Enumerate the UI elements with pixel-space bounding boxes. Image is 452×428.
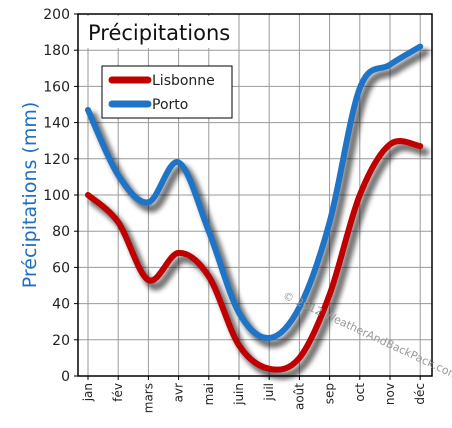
x-tick-label: avr	[172, 383, 186, 402]
y-tick-label: 40	[52, 297, 70, 313]
y-tick-label: 20	[52, 333, 70, 349]
x-tick-label: août	[292, 383, 306, 410]
y-tick-label: 200	[43, 7, 70, 23]
watermark: © 2012 WeatherAndBackPack.com	[281, 289, 452, 382]
series-line-porto	[85, 43, 424, 341]
x-tick-label: déc	[413, 383, 427, 405]
y-tick-label: 180	[43, 43, 70, 59]
y-tick-label: 60	[52, 260, 70, 276]
x-tick-label: juil	[262, 383, 276, 402]
y-tick-label: 0	[61, 369, 70, 385]
x-axis-ticks: jan fév mars avr mai juin juil août sep oct nov déc	[81, 376, 427, 413]
title-box: Précipitations	[82, 16, 234, 48]
x-tick-label: juin	[232, 383, 246, 406]
legend-label-lisbonne: Lisbonne	[152, 73, 215, 89]
legend: Lisbonne Porto	[101, 65, 233, 119]
x-tick-label: mai	[202, 383, 216, 405]
x-tick-label: nov	[383, 383, 397, 405]
y-tick-label: 140	[43, 116, 70, 132]
y-tick-label: 80	[52, 224, 70, 240]
y-tick-label: 120	[43, 152, 70, 168]
chart-title: Précipitations	[88, 21, 230, 45]
y-tick-label: 160	[43, 79, 70, 95]
x-tick-label: sep	[323, 383, 337, 404]
y-axis-ticks: 0 20 40 60 80 100 120 140 160 180 200	[43, 7, 78, 385]
legend-label-porto: Porto	[152, 97, 188, 113]
x-tick-label: oct	[353, 383, 367, 402]
series-lines	[85, 43, 424, 373]
x-tick-label: mars	[141, 383, 155, 413]
y-tick-label: 100	[43, 188, 70, 204]
y-axis-label: Précipitations (mm)	[19, 102, 41, 289]
x-tick-label: fév	[111, 383, 125, 402]
x-tick-label: jan	[81, 383, 95, 402]
series-line-lisbonne	[85, 138, 424, 373]
series-shadow-lisbonne	[89, 143, 430, 380]
